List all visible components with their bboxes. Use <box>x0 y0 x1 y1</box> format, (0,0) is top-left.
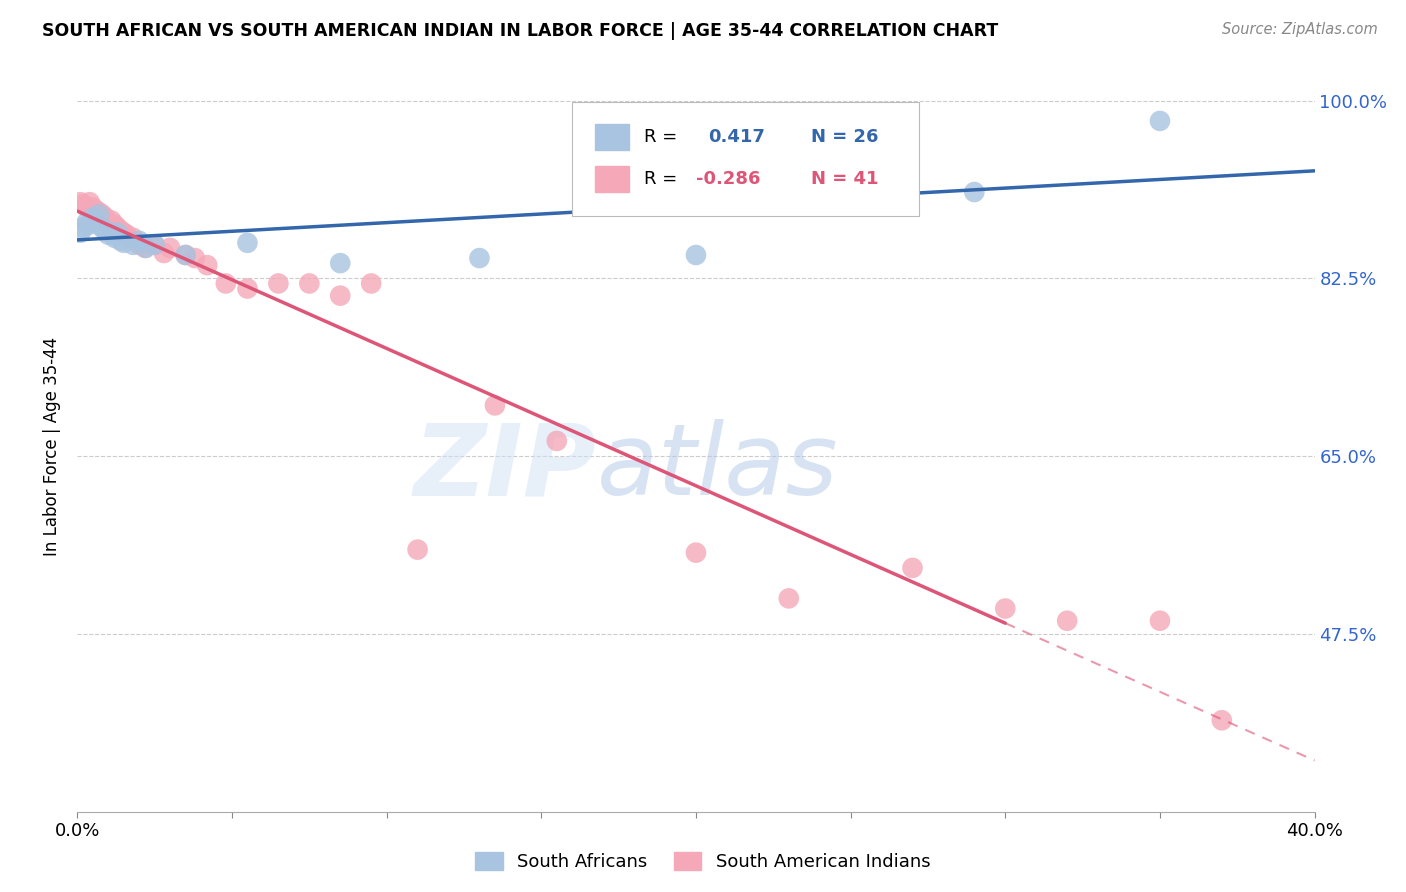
Point <box>1149 114 1171 128</box>
Text: N = 41: N = 41 <box>811 170 879 188</box>
Point <box>112 226 135 240</box>
Point <box>901 561 924 575</box>
Point <box>82 211 104 225</box>
Text: 0.417: 0.417 <box>709 128 765 146</box>
Point <box>87 207 110 221</box>
Point <box>134 241 156 255</box>
Point <box>122 238 145 252</box>
Point <box>1056 614 1078 628</box>
Point <box>72 197 94 211</box>
Point <box>103 218 125 232</box>
Point <box>329 256 352 270</box>
Point <box>134 241 156 255</box>
Point <box>128 238 150 252</box>
Point <box>76 215 98 229</box>
Point <box>122 231 145 245</box>
Point <box>184 251 207 265</box>
Point <box>100 213 122 227</box>
Point <box>94 224 117 238</box>
Point <box>484 398 506 412</box>
Point <box>159 241 181 255</box>
Point <box>91 207 114 221</box>
Point <box>72 220 94 235</box>
Point <box>468 251 491 265</box>
Text: SOUTH AFRICAN VS SOUTH AMERICAN INDIAN IN LABOR FORCE | AGE 35-44 CORRELATION CH: SOUTH AFRICAN VS SOUTH AMERICAN INDIAN I… <box>42 22 998 40</box>
Point <box>685 546 707 560</box>
FancyBboxPatch shape <box>572 103 918 216</box>
Point <box>76 200 98 214</box>
Point <box>215 277 238 291</box>
Point <box>1149 614 1171 628</box>
Text: ZIP: ZIP <box>413 419 598 516</box>
Point <box>87 205 110 219</box>
Point <box>79 218 101 232</box>
Point <box>100 226 122 240</box>
Text: -0.286: -0.286 <box>696 170 761 188</box>
Point <box>107 220 129 235</box>
Point <box>153 246 176 260</box>
Point <box>174 248 197 262</box>
Legend: South Africans, South American Indians: South Africans, South American Indians <box>468 845 938 879</box>
Point <box>112 235 135 250</box>
Point <box>546 434 568 448</box>
Point <box>329 288 352 302</box>
Point <box>107 226 129 240</box>
Point <box>84 213 107 227</box>
Point <box>143 238 166 252</box>
Point <box>963 185 986 199</box>
Point <box>69 195 91 210</box>
Text: R =: R = <box>644 170 678 188</box>
Point <box>110 234 132 248</box>
Point <box>82 200 104 214</box>
Point <box>267 277 290 291</box>
Text: R =: R = <box>644 128 678 146</box>
Point <box>91 220 114 235</box>
Point <box>97 227 120 242</box>
Point <box>360 277 382 291</box>
Point <box>236 235 259 250</box>
Point <box>110 224 132 238</box>
Point <box>174 248 197 262</box>
Point <box>103 231 125 245</box>
Point <box>69 226 91 240</box>
Point <box>79 195 101 210</box>
Point <box>115 227 138 242</box>
Point <box>994 601 1017 615</box>
Point <box>298 277 321 291</box>
Point <box>1211 713 1233 727</box>
Point <box>97 215 120 229</box>
Bar <box>595 166 628 192</box>
Point <box>778 591 800 606</box>
Text: N = 26: N = 26 <box>811 128 879 146</box>
Point <box>195 258 218 272</box>
Y-axis label: In Labor Force | Age 35-44: In Labor Force | Age 35-44 <box>44 336 62 556</box>
Point <box>406 542 429 557</box>
Bar <box>595 124 628 151</box>
Text: atlas: atlas <box>598 419 838 516</box>
Point <box>685 248 707 262</box>
Point <box>236 281 259 295</box>
Text: Source: ZipAtlas.com: Source: ZipAtlas.com <box>1222 22 1378 37</box>
Point <box>94 211 117 225</box>
Point <box>84 203 107 218</box>
Point <box>128 234 150 248</box>
Point <box>143 238 166 252</box>
